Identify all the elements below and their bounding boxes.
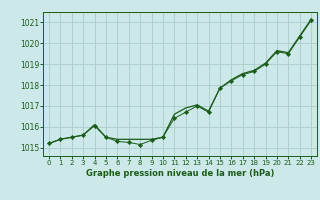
X-axis label: Graphe pression niveau de la mer (hPa): Graphe pression niveau de la mer (hPa) [86, 169, 274, 178]
